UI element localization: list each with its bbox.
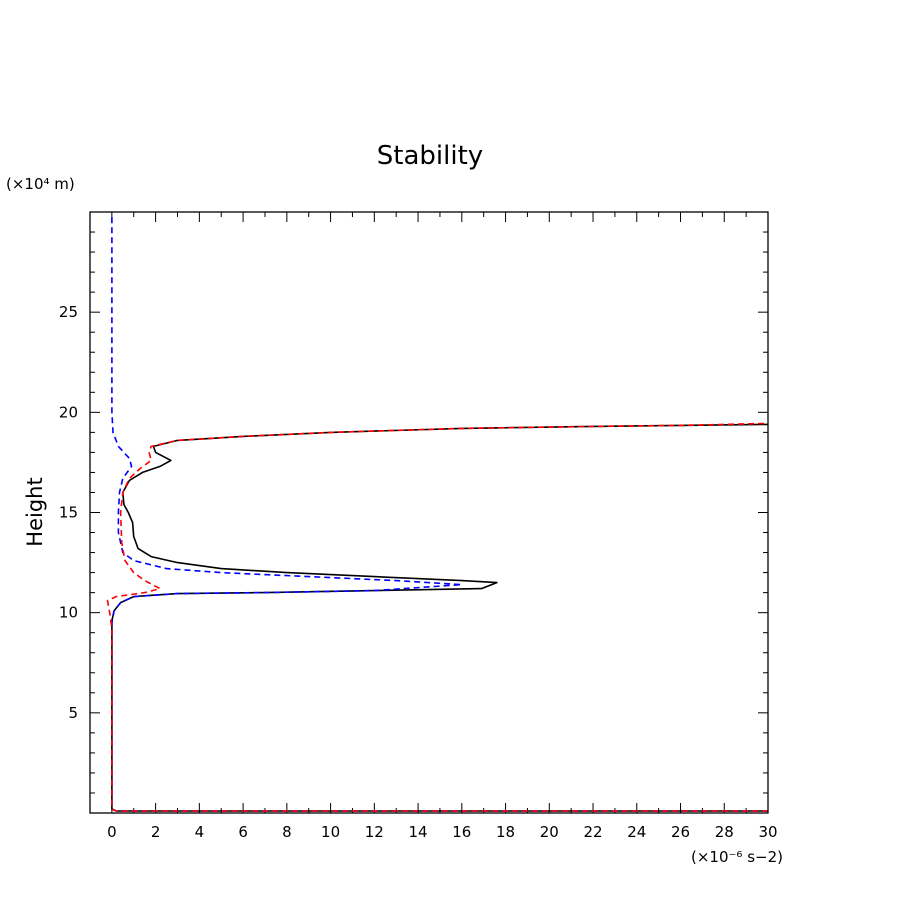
y-tick-label: 25 <box>59 303 78 321</box>
x-tick-label: 8 <box>282 823 292 841</box>
x-tick-label: 24 <box>627 823 646 841</box>
x-tick-label: 12 <box>365 823 384 841</box>
x-tick-label: 16 <box>452 823 471 841</box>
chart-title: Stability <box>377 141 483 171</box>
series-line-1 <box>111 423 769 812</box>
x-tick-label: 4 <box>195 823 205 841</box>
y-tick-label: 5 <box>68 704 78 722</box>
x-tick-label: 18 <box>496 823 515 841</box>
plot-series <box>106 216 769 812</box>
y-tick-label: 20 <box>59 403 78 421</box>
x-tick-label: 30 <box>758 823 777 841</box>
x-tick-label: 14 <box>409 823 428 841</box>
series-line-3 <box>106 422 769 812</box>
x-axis: 0 2 4 6 8 10 12 14 16 18 20 22 24 26 28 30 <box>89 212 778 841</box>
x-tick-label: 22 <box>583 823 602 841</box>
y-axis: 5 10 15 20 25 <box>59 231 768 794</box>
x-tick-label: 6 <box>238 823 248 841</box>
series-line-2 <box>111 216 768 812</box>
x-tick-label: 2 <box>151 823 161 841</box>
x-tick-label: 28 <box>715 823 734 841</box>
x-tick-label: 26 <box>671 823 690 841</box>
x-tick-label: 10 <box>321 823 340 841</box>
y-tick-label: 10 <box>59 604 78 622</box>
x-unit-label: (×10⁻⁶ s−2) <box>691 848 783 866</box>
y-unit-label: (×10⁴ m) <box>6 175 75 193</box>
x-tick-label: 0 <box>107 823 117 841</box>
y-tick-label: 15 <box>59 504 78 522</box>
plot-frame <box>89 211 769 814</box>
x-tick-label: 20 <box>540 823 559 841</box>
y-axis-label: Height <box>23 477 47 546</box>
